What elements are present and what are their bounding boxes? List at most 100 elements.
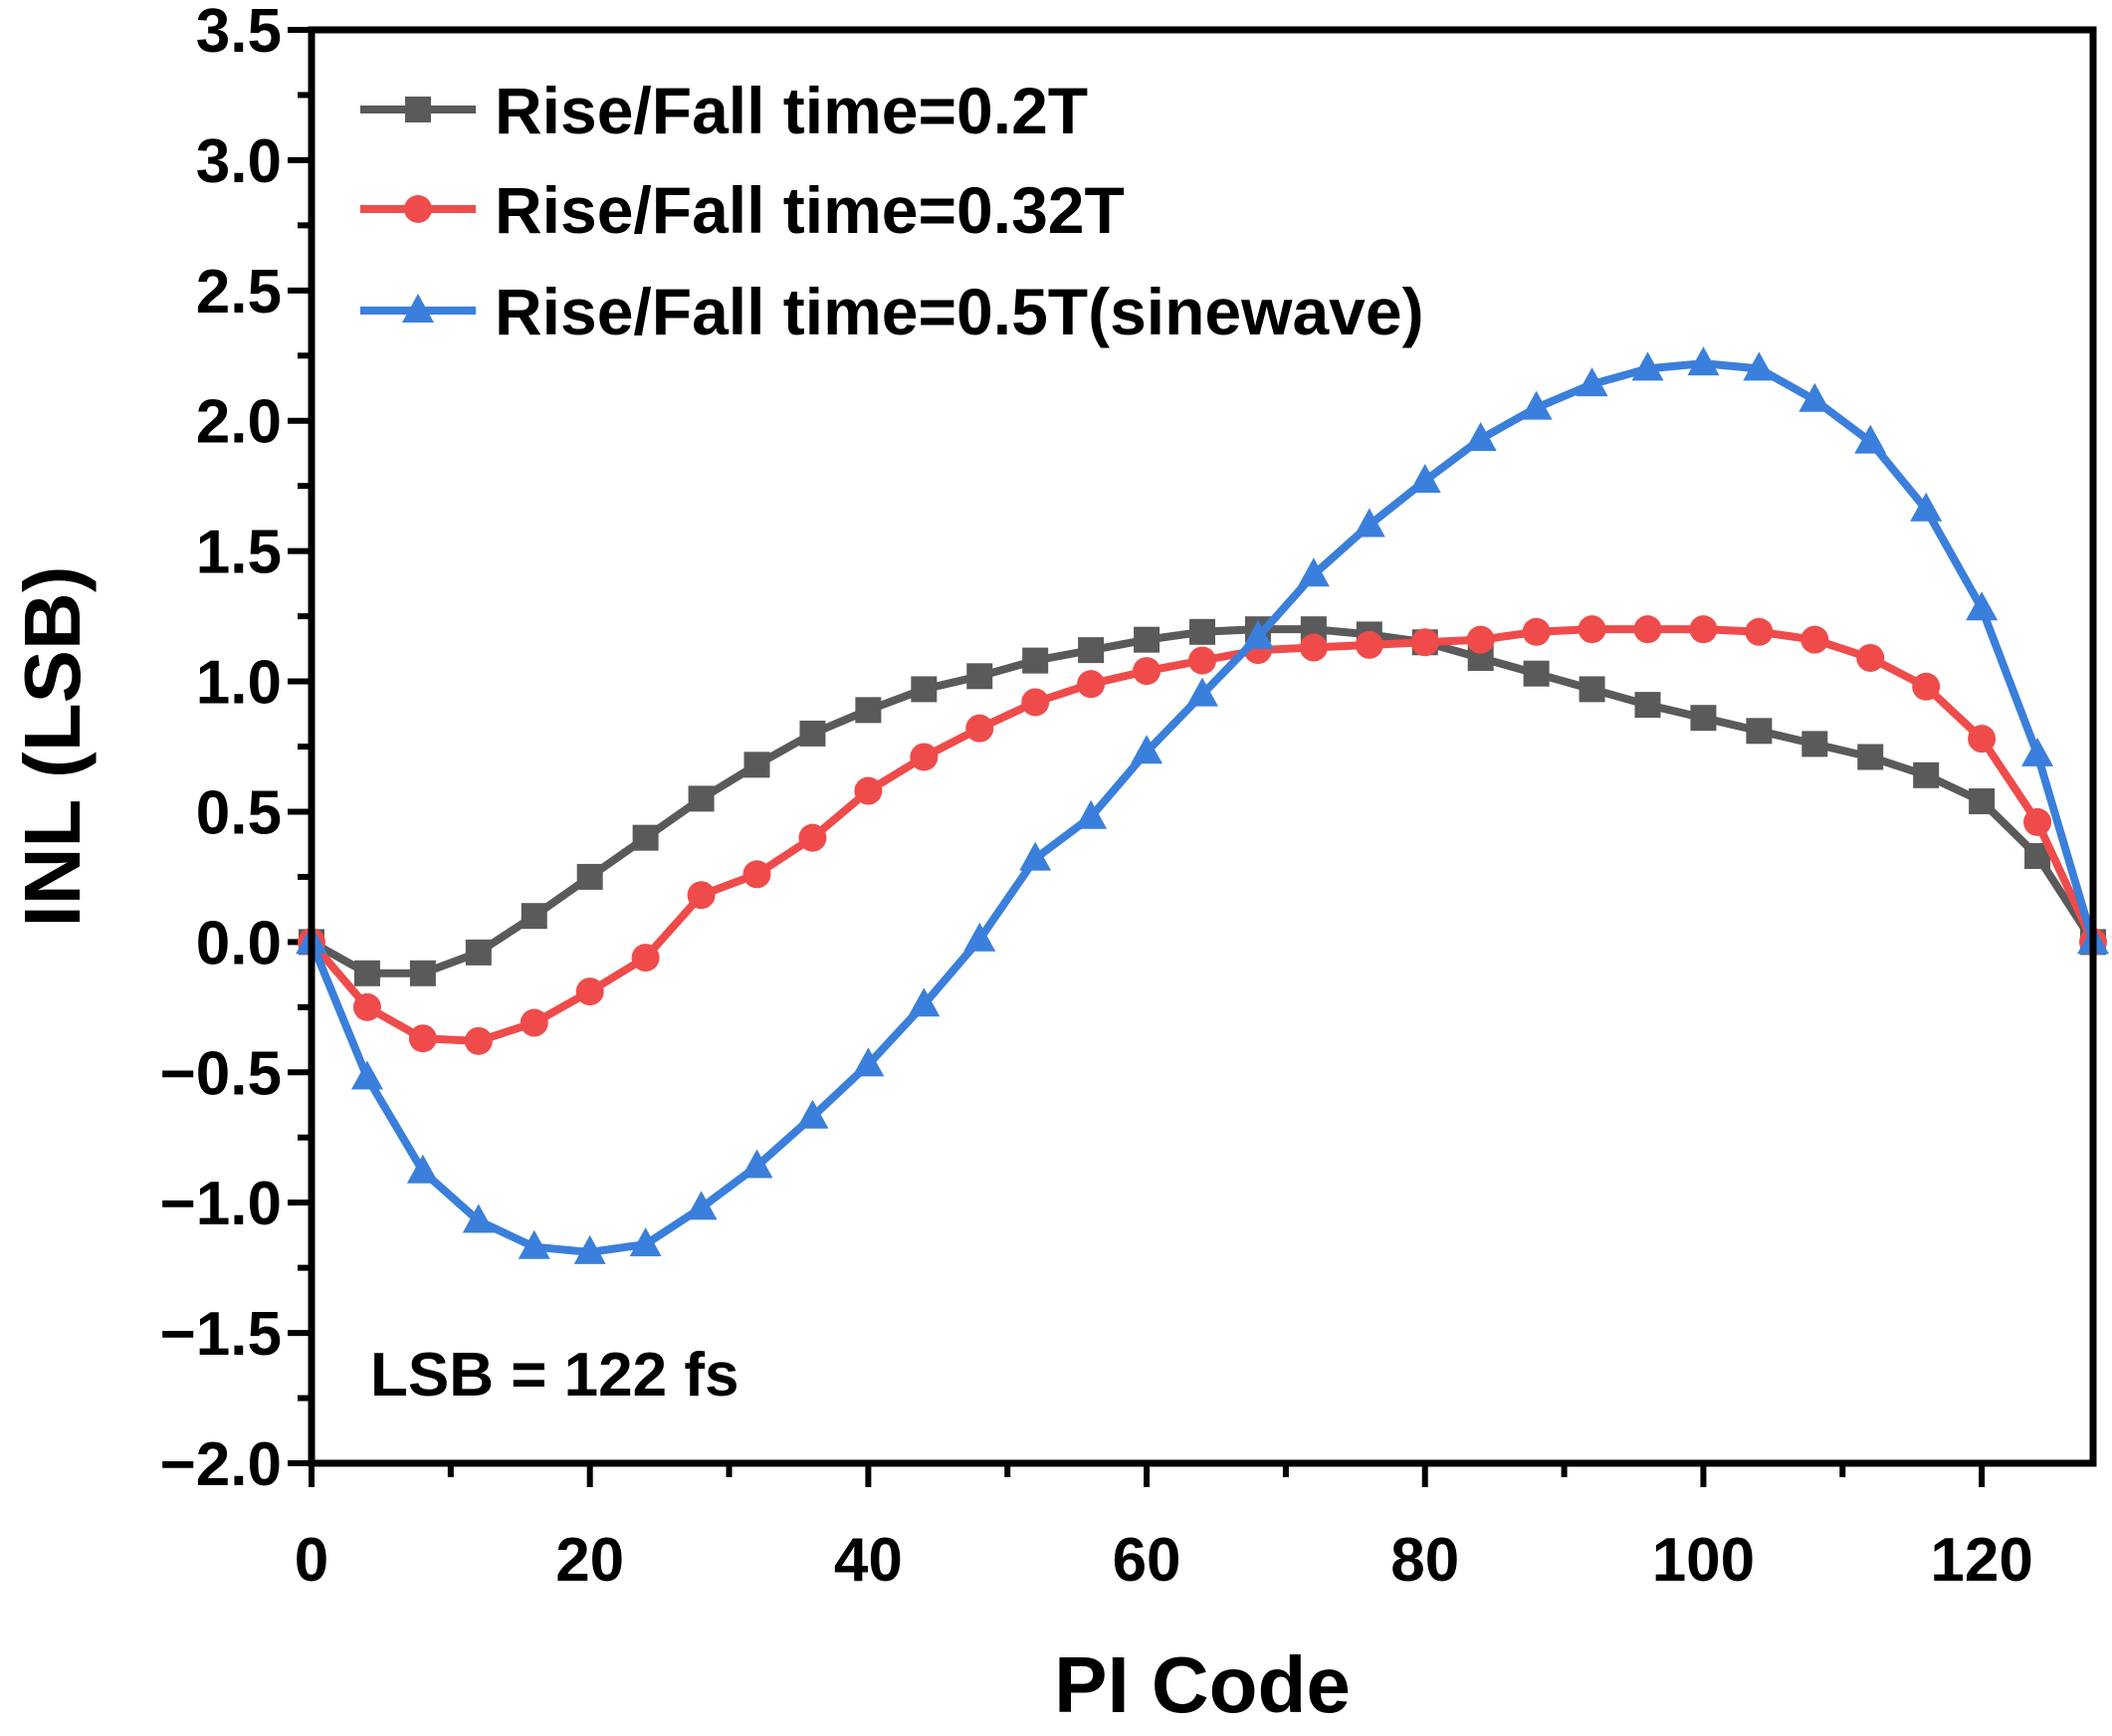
data-point-circle [1578,615,1606,644]
data-point-triangle [629,1227,662,1257]
data-point-square [576,863,603,890]
data-point-triangle [740,1149,773,1179]
series-line [308,359,2097,1256]
data-point-square [1634,692,1661,719]
data-point-circle [1522,617,1551,646]
data-point-circle [1800,625,1829,654]
data-point-triangle [1297,557,1330,587]
data-point-circle [1633,615,1662,644]
data-point-circle [1466,625,1495,654]
data-point-triangle [2021,737,2054,766]
data-point-circle [1856,643,1885,672]
data-point-circle [854,776,883,805]
data-point-triangle [573,1234,606,1264]
data-point-triangle [1910,492,1943,522]
data-point-triangle [796,1099,829,1129]
data-point-square [1746,718,1773,745]
data-point-triangle [462,1203,495,1233]
y-tick-labels: −2.0 −1.5 −1.0 −0.5 0.0 0.5 1.0 1.5 2.0 2.5 3.0 3.5 [160,0,282,1499]
y-axis-ticks [288,27,312,1466]
data-point-circle [1188,646,1216,675]
data-point-square [743,752,770,778]
y-tick-label: 0.5 [196,778,282,847]
data-point-circle [1299,633,1328,662]
legend-label: Rise/Fall time=0.2T [495,74,1088,147]
data-point-square [632,824,659,851]
legend-label: Rise/Fall time=0.32T [495,173,1125,247]
data-point-triangle [1966,591,1999,621]
data-point-triangle [1687,346,1720,376]
data-point-circle [742,860,771,889]
data-point-square [855,697,882,724]
data-point-square [1523,660,1550,687]
data-point-square [1801,731,1828,758]
data-point-square [966,663,993,690]
data-point-triangle [1743,351,1776,381]
data-point-square [1189,618,1215,645]
series-triangle [296,346,2109,1264]
data-point-triangle [908,987,941,1017]
data-point-triangle [518,1229,550,1259]
data-point-square [353,960,380,986]
data-point-triangle [1241,620,1274,650]
lsb-annotation: LSB = 122 fs [370,1341,739,1410]
data-point-triangle [963,922,996,952]
data-point-circle [1912,672,1941,701]
y-tick-label: 3.0 [196,127,282,196]
data-point-triangle [1075,799,1108,829]
data-point-circle [965,714,994,743]
data-point-circle [2023,807,2052,836]
data-point-circle [1968,725,1997,754]
y-tick-label: 1.5 [196,519,282,587]
y-tick-label: 3.5 [196,0,282,66]
data-point-triangle [1576,367,1608,397]
legend-marker-square [405,97,431,122]
data-point-circle [1355,630,1383,659]
data-point-triangle [1019,841,1052,871]
x-tick-label: 0 [295,1526,328,1595]
x-tick-label: 80 [1390,1526,1459,1595]
data-point-square [1134,626,1161,653]
data-point-triangle [1131,735,1163,764]
data-point-square [1690,705,1717,732]
data-point-triangle [852,1047,885,1077]
y-tick-label: 2.5 [196,258,282,326]
x-tick-label: 40 [834,1526,903,1595]
legend-item: Rise/Fall time=0.32T [360,173,1125,247]
data-point-circle [520,1008,548,1037]
y-tick-label: −2.0 [160,1430,282,1499]
data-point-circle [687,881,716,910]
data-point-square [1022,647,1049,674]
data-point-circle [1077,670,1106,699]
data-point-circle [352,992,381,1021]
data-point-triangle [1408,463,1441,493]
data-point-triangle [350,1060,383,1090]
x-tick-label: 20 [555,1526,624,1595]
x-tick-label: 60 [1113,1526,1181,1595]
legend: Rise/Fall time=0.2T Rise/Fall time=0.32T R… [360,74,1424,348]
x-tick-labels: 0 20 40 60 80 100 120 [295,1526,2033,1595]
data-point-square [1579,676,1605,703]
data-point-circle [631,944,660,973]
y-tick-label: 1.0 [196,649,282,718]
data-point-triangle [1353,508,1385,538]
data-point-circle [575,977,604,1006]
legend-item: Rise/Fall time=0.2T [360,74,1088,147]
data-point-square [688,785,715,812]
x-tick-label: 120 [1930,1526,2032,1595]
data-point-triangle [1631,351,1664,381]
plot-area-frame [308,26,2097,1467]
y-tick-label: −0.5 [160,1039,282,1108]
data-point-circle [1689,615,1718,644]
data-point-square [521,903,547,930]
data-point-triangle [1186,677,1218,707]
data-point-square [911,676,938,703]
data-point-triangle [406,1154,439,1184]
legend-item: Rise/Fall time=0.5T(sinewave) [360,275,1424,348]
data-point-square [1857,744,1884,770]
data-point-square [465,939,492,966]
data-point-circle [464,1026,493,1055]
data-point-circle [1021,688,1050,717]
legend-marker-circle [404,195,432,223]
